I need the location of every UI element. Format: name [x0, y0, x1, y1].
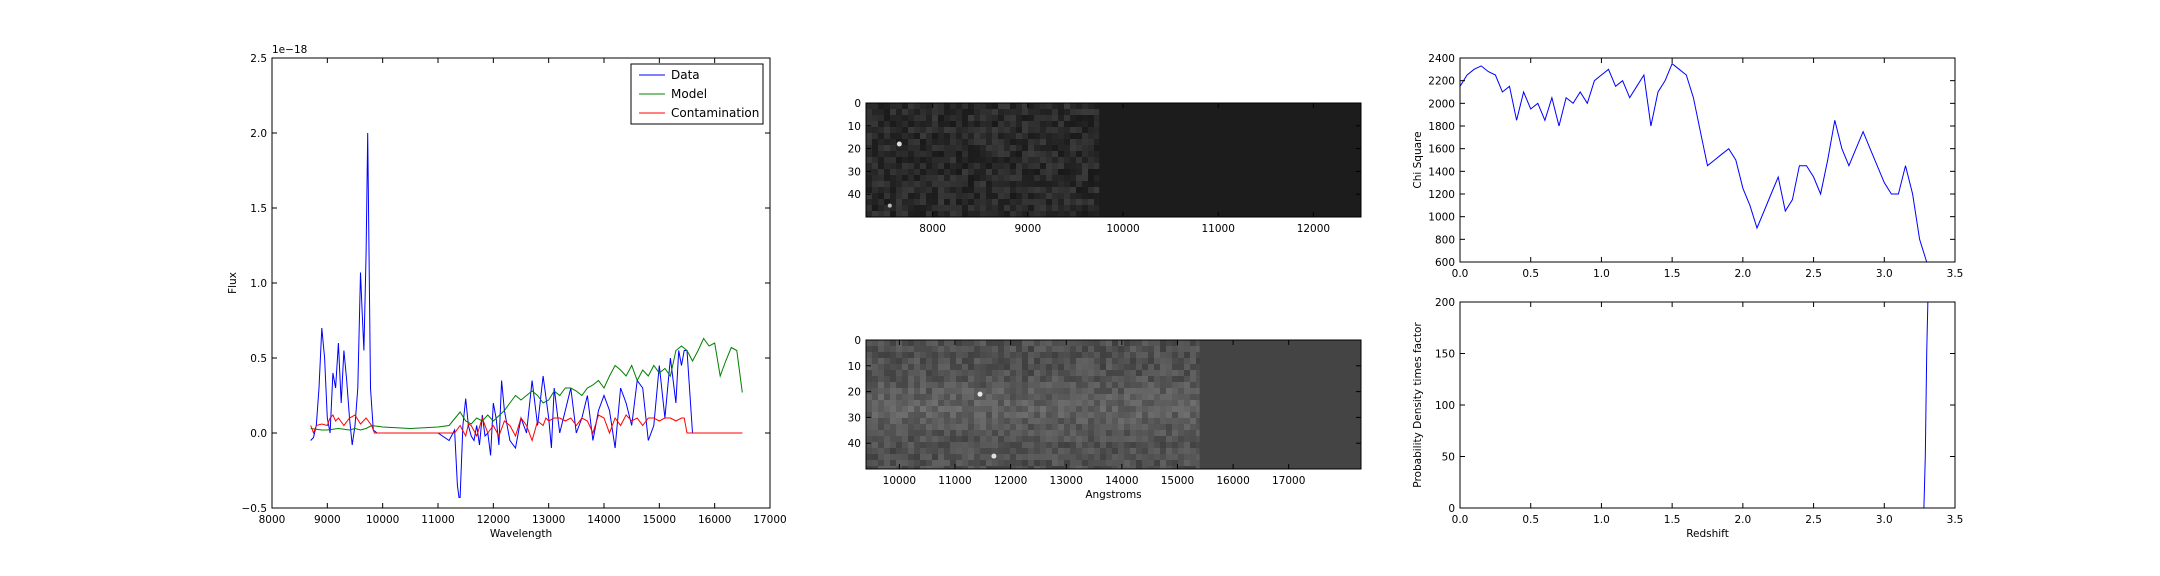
image-bottom-xtick-label: 12000 — [994, 475, 1027, 487]
spectrum-ytick-label: 0.5 — [250, 353, 267, 365]
spectrum-series-model-line — [310, 337, 743, 431]
spectrum-xtick-label: 8000 — [259, 514, 286, 526]
image-top-ytick-label: 20 — [848, 144, 861, 156]
pdf-ylabel: Probability Density times factor — [1412, 322, 1424, 488]
spectrum-xlabel: Wavelength — [490, 528, 552, 540]
spectrum-xtick-label: 11000 — [421, 514, 454, 526]
image-bottom-ytick-label: 0 — [854, 335, 861, 347]
chisq-xtick-label: 1.0 — [1593, 268, 1610, 280]
spectrum-xtick-label: 16000 — [698, 514, 731, 526]
chisq-xtick-label: 2.5 — [1805, 268, 1822, 280]
chisq-ytick-label: 1800 — [1428, 121, 1455, 133]
image-bottom-ytick-label: 20 — [848, 387, 861, 399]
chisq-ytick-label: 800 — [1435, 234, 1455, 246]
spectrum-xtick-label: 17000 — [753, 514, 786, 526]
image-top-xtick-label: 11000 — [1202, 223, 1235, 235]
chisq-ytick-label: 1000 — [1428, 212, 1455, 224]
image-top-ytick-label: 30 — [848, 166, 861, 178]
spectrum-xtick-label: 10000 — [366, 514, 399, 526]
image-bottom-ytick-label: 40 — [848, 438, 861, 450]
spectrum-xtick-label: 15000 — [643, 514, 676, 526]
spectrum-xtick-label: 14000 — [587, 514, 620, 526]
pdf-xtick-label: 3.5 — [1947, 514, 1964, 526]
spectrum-ytick-label: −0.5 — [242, 503, 268, 515]
chisq-ytick-label: 1200 — [1428, 189, 1455, 201]
pdf-series-line-line — [1460, 302, 1929, 508]
spectrum-legend-label-contamination: Contamination — [671, 106, 759, 120]
pdf-xtick-label: 1.0 — [1593, 514, 1610, 526]
spectrum-ytick-label: 2.5 — [250, 53, 267, 65]
spectrum-ytick-label: 1.5 — [250, 203, 267, 215]
pdf-ytick-label: 0 — [1448, 503, 1455, 515]
spectrum-ylabel: Flux — [227, 272, 239, 294]
spectrum-offset-text: 1e−18 — [272, 44, 307, 56]
image-top-xtick-label: 10000 — [1106, 223, 1139, 235]
image-bottom-xtick-label: 13000 — [1050, 475, 1083, 487]
image-bottom-pixels — [866, 340, 1200, 469]
pdf-xtick-label: 2.5 — [1805, 514, 1822, 526]
chisq-ytick-label: 2000 — [1428, 98, 1455, 110]
chisq-ytick-label: 2200 — [1428, 76, 1455, 88]
chisq-series-line-line — [1460, 62, 1928, 262]
image-top-xtick-label: 8000 — [919, 223, 946, 235]
chisq-ytick-label: 1600 — [1428, 144, 1455, 156]
image-top-ytick-label: 10 — [848, 121, 861, 133]
spectrum-series-data-line — [310, 132, 743, 498]
pdf-ytick-label: 50 — [1442, 452, 1455, 464]
spectrum-ytick-label: 1.0 — [250, 278, 267, 290]
image-bottom-xtick-label: 10000 — [883, 475, 916, 487]
image-bottom-xlabel: Angstroms — [1085, 489, 1141, 501]
pdf-frame — [1459, 301, 1956, 509]
chisq-xtick-label: 1.5 — [1664, 268, 1681, 280]
image-top-xtick-label: 12000 — [1297, 223, 1330, 235]
chisq-xtick-label: 3.5 — [1947, 268, 1964, 280]
spectrum-xtick-label: 13000 — [532, 514, 565, 526]
pdf-xtick-label: 2.0 — [1735, 514, 1752, 526]
image-top-ytick-label: 0 — [854, 98, 861, 110]
image-bottom-frame — [865, 339, 1362, 470]
chisq-ytick-label: 600 — [1435, 257, 1455, 269]
chisq-xtick-label: 3.0 — [1876, 268, 1893, 280]
spectrum-xtick-label: 9000 — [314, 514, 341, 526]
pdf-xlabel: Redshift — [1686, 528, 1729, 540]
chisq-ylabel: Chi Square — [1412, 131, 1424, 188]
pdf-xtick-label: 0.5 — [1522, 514, 1539, 526]
chisq-ytick-label: 1400 — [1428, 166, 1455, 178]
pdf-xtick-label: 3.0 — [1876, 514, 1893, 526]
chisq-xtick-label: 0.5 — [1522, 268, 1539, 280]
pdf-ytick-label: 200 — [1435, 297, 1455, 309]
image-bottom-xtick-label: 15000 — [1161, 475, 1194, 487]
image-top-bright-spot-2 — [887, 203, 892, 208]
image-bottom-xtick-label: 16000 — [1216, 475, 1249, 487]
spectrum-ytick-label: 0.0 — [250, 428, 267, 440]
chisq-ytick-label: 2400 — [1428, 53, 1455, 65]
image-bottom-ytick-label: 10 — [848, 361, 861, 373]
image-top-pixels — [866, 103, 1100, 217]
spectrum-legend-label-model: Model — [671, 87, 707, 101]
spectrum-xtick-label: 12000 — [477, 514, 510, 526]
image-top-frame — [865, 102, 1362, 218]
pdf-xtick-label: 1.5 — [1664, 514, 1681, 526]
pdf-ytick-label: 150 — [1435, 349, 1455, 361]
image-bottom-xtick-label: 11000 — [938, 475, 971, 487]
pdf-ytick-label: 100 — [1435, 400, 1455, 412]
chisq-frame — [1459, 57, 1956, 263]
image-bottom-bright-spot — [977, 391, 983, 397]
spectrum-legend-label-data: Data — [671, 68, 700, 82]
chisq-xtick-label: 2.0 — [1735, 268, 1752, 280]
spectrum-ytick-label: 2.0 — [250, 128, 267, 140]
chisq-xtick-label: 0.0 — [1452, 268, 1469, 280]
image-bottom-xtick-label: 17000 — [1272, 475, 1305, 487]
image-bottom-ytick-label: 30 — [848, 412, 861, 424]
image-top-xtick-label: 9000 — [1014, 223, 1041, 235]
image-bottom-xtick-label: 14000 — [1105, 475, 1138, 487]
pdf-xtick-label: 0.0 — [1452, 514, 1469, 526]
image-top-ytick-label: 40 — [848, 189, 861, 201]
spectrum-frame — [271, 57, 771, 509]
image-bottom-bright-spot-2 — [991, 453, 997, 459]
image-top-bright-spot — [896, 141, 902, 147]
spectrum-series-contamination-line — [310, 414, 743, 443]
